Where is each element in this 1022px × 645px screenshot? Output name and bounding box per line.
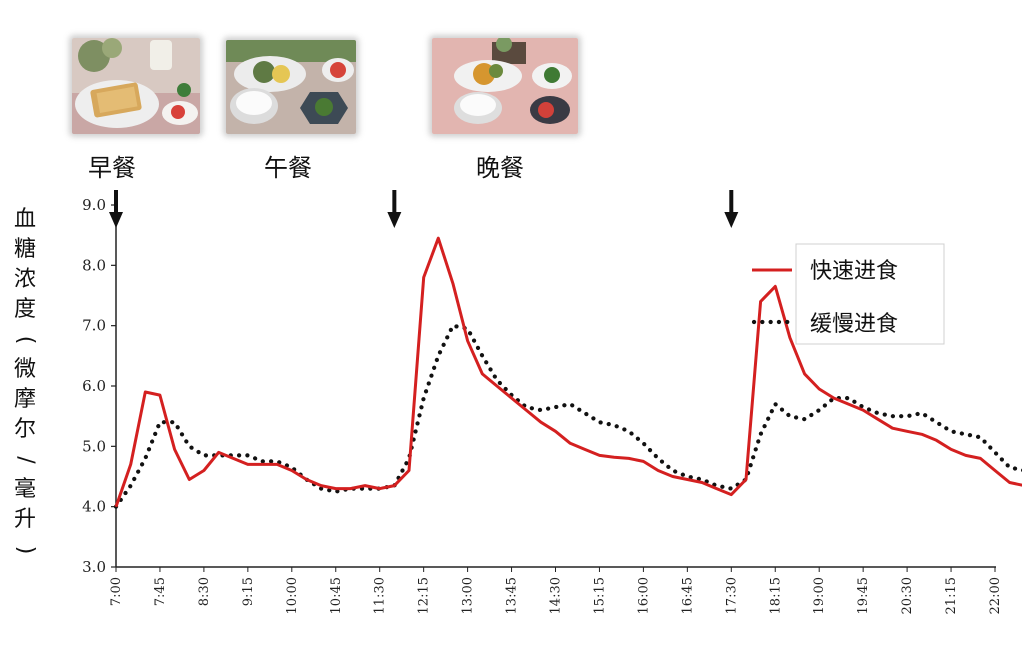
lunch-photo xyxy=(226,40,356,134)
y-axis-label-char: 毫 xyxy=(13,477,36,502)
x-tick-label: 16:45 xyxy=(680,577,695,614)
y-tick-label: 7.0 xyxy=(82,317,106,335)
dinner-label: 晚餐 xyxy=(476,154,524,182)
x-tick-label: 13:45 xyxy=(505,577,520,614)
lunch-arrow-head-icon xyxy=(387,212,402,228)
x-tick-label: 15:15 xyxy=(592,577,607,614)
y-tick-label: 8.0 xyxy=(82,256,106,274)
breakfast-label: 早餐 xyxy=(88,154,136,182)
y-axis-label: 血 糖 浓 度 ( 微 摩 尔 / 毫 升 ) xyxy=(10,205,40,565)
x-tick-label: 10:00 xyxy=(285,577,300,614)
y-axis-label-char: 摩 xyxy=(13,387,36,412)
x-tick-label: 17:30 xyxy=(724,577,739,614)
y-tick-label: 5.0 xyxy=(82,437,106,455)
legend-box xyxy=(795,243,945,345)
y-axis-label-char: 浓 xyxy=(13,267,36,292)
legend-label-slow: 缓慢进食 xyxy=(810,312,898,337)
x-tick-label: 8:30 xyxy=(197,577,212,606)
lunch-label: 午餐 xyxy=(264,154,312,182)
y-axis-label-char: 升 xyxy=(13,507,36,532)
x-tick-label: 16:00 xyxy=(636,577,651,614)
series-line-fast xyxy=(114,236,1022,508)
y-axis-label-char: 度 xyxy=(13,297,36,322)
y-tick-label: 3.0 xyxy=(82,558,106,576)
x-tick-label: 18:15 xyxy=(768,577,783,614)
x-tick-label: 19:00 xyxy=(812,577,827,614)
x-tick-label: 19:45 xyxy=(856,577,871,614)
x-tick-label: 7:00 xyxy=(109,577,124,606)
dinner-arrow-head-icon xyxy=(724,212,739,228)
x-tick-label: 14:30 xyxy=(549,577,564,614)
x-tick-label: 7:45 xyxy=(153,577,168,606)
y-tick-label: 6.0 xyxy=(82,377,106,395)
y-tick-label: 9.0 xyxy=(82,196,106,214)
x-tick-label: 20:30 xyxy=(900,577,915,614)
breakfast-photo xyxy=(72,38,200,134)
y-axis-label-char: 血 xyxy=(13,207,36,232)
x-tick-label: 21:15 xyxy=(944,577,959,614)
y-axis-label-char: 糖 xyxy=(13,237,36,262)
x-tick-label: 9:15 xyxy=(241,577,256,606)
y-axis-label-char: 微 xyxy=(13,357,36,382)
dinner-photo xyxy=(432,38,578,134)
breakfast-arrow-head-icon xyxy=(109,212,123,228)
x-tick-label: 11:30 xyxy=(373,577,388,614)
x-tick-label: 10:45 xyxy=(329,577,344,614)
y-axis-label-char: 尔 xyxy=(13,417,36,442)
legend-label-fast: 快速进食 xyxy=(810,259,898,284)
x-tick-label: 22:00 xyxy=(988,577,1003,614)
x-tick-label: 12:15 xyxy=(417,577,432,614)
x-tick-label: 13:00 xyxy=(461,577,476,614)
y-tick-label: 4.0 xyxy=(82,498,106,516)
